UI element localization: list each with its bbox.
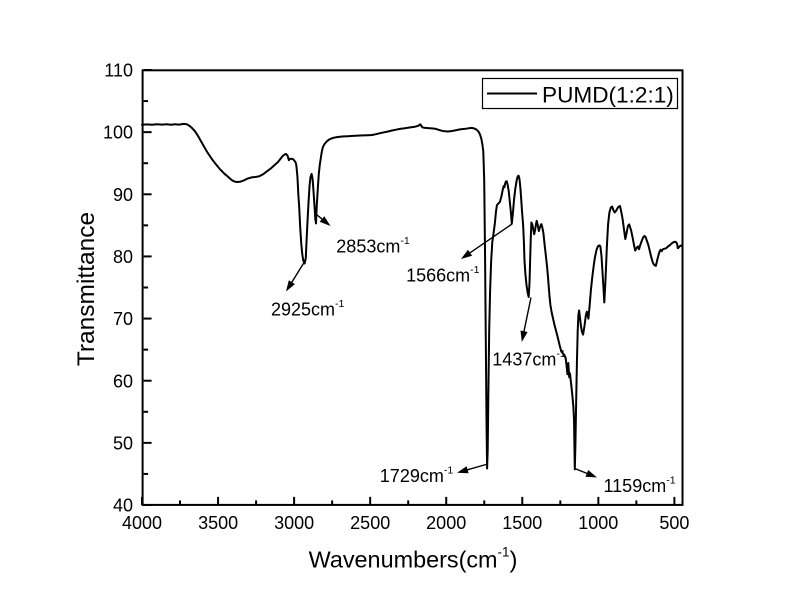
svg-text:70: 70 <box>113 309 133 329</box>
svg-text:40: 40 <box>113 496 133 516</box>
svg-text:1159cm-1: 1159cm-1 <box>604 475 676 497</box>
svg-text:1000: 1000 <box>578 513 618 533</box>
svg-text:4000: 4000 <box>122 513 162 533</box>
svg-text:50: 50 <box>113 434 133 454</box>
svg-text:1729cm-1: 1729cm-1 <box>380 464 454 486</box>
svg-text:90: 90 <box>113 185 133 205</box>
svg-text:110: 110 <box>104 61 133 81</box>
svg-text:1437cm-1: 1437cm-1 <box>492 348 566 370</box>
svg-text:80: 80 <box>113 247 133 267</box>
svg-text:500: 500 <box>659 513 689 533</box>
svg-text:2853cm-1: 2853cm-1 <box>336 235 410 256</box>
svg-text:3500: 3500 <box>198 513 238 533</box>
svg-text:1500: 1500 <box>502 513 542 533</box>
svg-text:2500: 2500 <box>350 513 390 533</box>
svg-text:2000: 2000 <box>426 513 466 533</box>
svg-text:PUMD(1:2:1): PUMD(1:2:1) <box>542 83 674 108</box>
svg-text:2925cm-1: 2925cm-1 <box>271 298 345 320</box>
svg-text:Transmittance: Transmittance <box>73 212 100 366</box>
svg-text:Wavenumbers(cm-1): Wavenumbers(cm-1) <box>309 545 518 573</box>
svg-text:100: 100 <box>103 123 133 143</box>
svg-text:1566cm-1: 1566cm-1 <box>406 264 480 286</box>
svg-text:3000: 3000 <box>274 513 314 533</box>
svg-text:60: 60 <box>113 371 133 391</box>
